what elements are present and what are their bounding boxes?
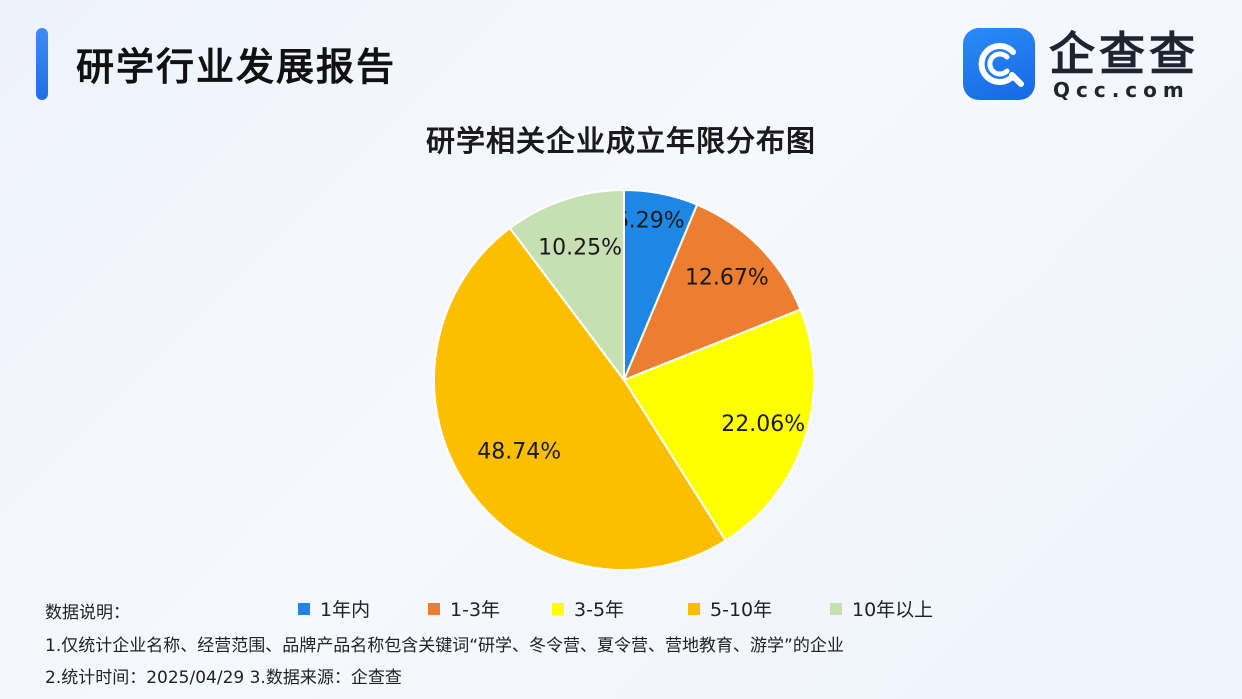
pie-data-label-5: 10.25%	[538, 235, 622, 260]
legend-label: 1-3年	[450, 599, 501, 621]
pie-slice-2	[622, 203, 802, 382]
pie-data-label-1: 6.29%	[615, 209, 685, 234]
pie-data-label-4: 48.74%	[477, 439, 561, 464]
qcc-logo-icon	[963, 28, 1035, 100]
legend-label: 10年以上	[852, 599, 934, 621]
legend-item-3: 3-5年	[552, 595, 688, 622]
brand-name: 企查查	[1049, 27, 1199, 81]
legend-label: 1年内	[320, 599, 371, 621]
pie-slice-3	[622, 308, 815, 542]
legend-label: 5-10年	[710, 599, 773, 621]
report-title: 研学行业发展报告	[76, 45, 397, 89]
legend-item-4: 5-10年	[688, 595, 830, 622]
legend-label: 3-5年	[574, 599, 625, 621]
chart-legend: 1年内 1-3年 3-5年 5-10年 10年以上	[298, 595, 950, 622]
legend-swatch	[428, 602, 440, 615]
pie-data-label-3: 22.06%	[721, 412, 805, 437]
brand-domain: Qcc.com	[1053, 78, 1190, 102]
title-accent-bar	[36, 28, 48, 100]
notes-heading: 数据说明：	[45, 603, 130, 623]
pie-data-label-2: 12.67%	[685, 266, 769, 291]
legend-swatch	[552, 602, 564, 615]
legend-item-2: 1-3年	[428, 595, 552, 622]
brand-logo: 企查查 Qcc.com	[963, 27, 1203, 102]
legend-item-5: 10年以上	[830, 595, 950, 622]
legend-item-1: 1年内	[298, 595, 428, 622]
chart-title: 研学相关企业成立年限分布图	[425, 124, 816, 158]
legend-swatch	[298, 602, 310, 615]
legend-swatch	[688, 602, 700, 615]
notes-line-1: 1.仅统计企业名称、经营范围、品牌产品名称包含关键词“研学、冬令营、夏令营、营地…	[45, 636, 844, 656]
notes-line-2: 2.统计时间：2025/04/29 3.数据来源：企查查	[45, 668, 402, 688]
pie-slice-5	[508, 188, 625, 383]
legend-swatch	[830, 602, 842, 615]
pie-slice-4	[433, 226, 728, 571]
